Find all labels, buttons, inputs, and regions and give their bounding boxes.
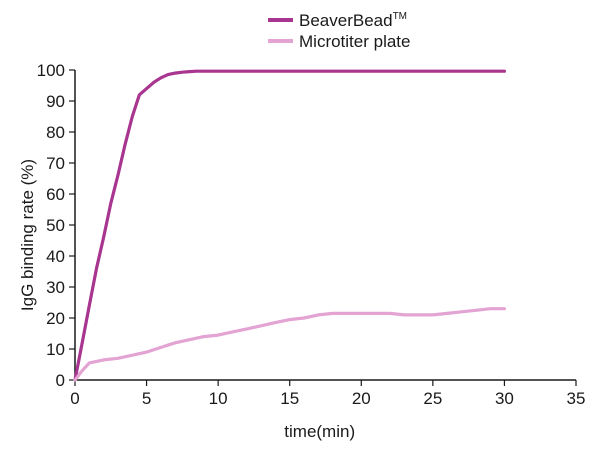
y-tick-label: 50 [46,216,65,235]
x-tick-label: 25 [423,389,442,408]
series-layer [73,69,506,382]
y-tick-label: 30 [46,278,65,297]
y-tick-label: 0 [56,371,65,390]
y-tick-label: 10 [46,340,65,359]
series-line-beaverbead [73,69,506,382]
axes: 0 10 20 30 40 50 60 70 80 90 100 0 5 10 15 20 25 30 35 [37,61,586,408]
legend: BeaverBeadTM Microtiter plate [268,11,410,51]
y-tick-label: 60 [46,185,65,204]
x-tick-label: 5 [142,389,151,408]
x-tick-label: 10 [209,389,228,408]
series-line-microtiter-plate [73,307,506,382]
legend-label-beaverbead: BeaverBeadTM [299,11,407,30]
x-tick-label: 15 [280,389,299,408]
x-tick-label: 30 [495,389,514,408]
y-tick-label: 80 [46,123,65,142]
y-tick-label: 100 [37,61,65,80]
x-tick-label: 20 [352,389,371,408]
legend-label-microtiter-plate: Microtiter plate [299,32,410,51]
y-tick-label: 90 [46,92,65,111]
x-tick-label: 0 [70,389,79,408]
y-tick-label: 20 [46,309,65,328]
x-axis-title: time(min) [284,422,355,441]
y-tick-label: 40 [46,247,65,266]
x-tick-label: 35 [567,389,586,408]
y-tick-label: 70 [46,154,65,173]
y-axis-title: IgG binding rate (%) [18,159,37,311]
